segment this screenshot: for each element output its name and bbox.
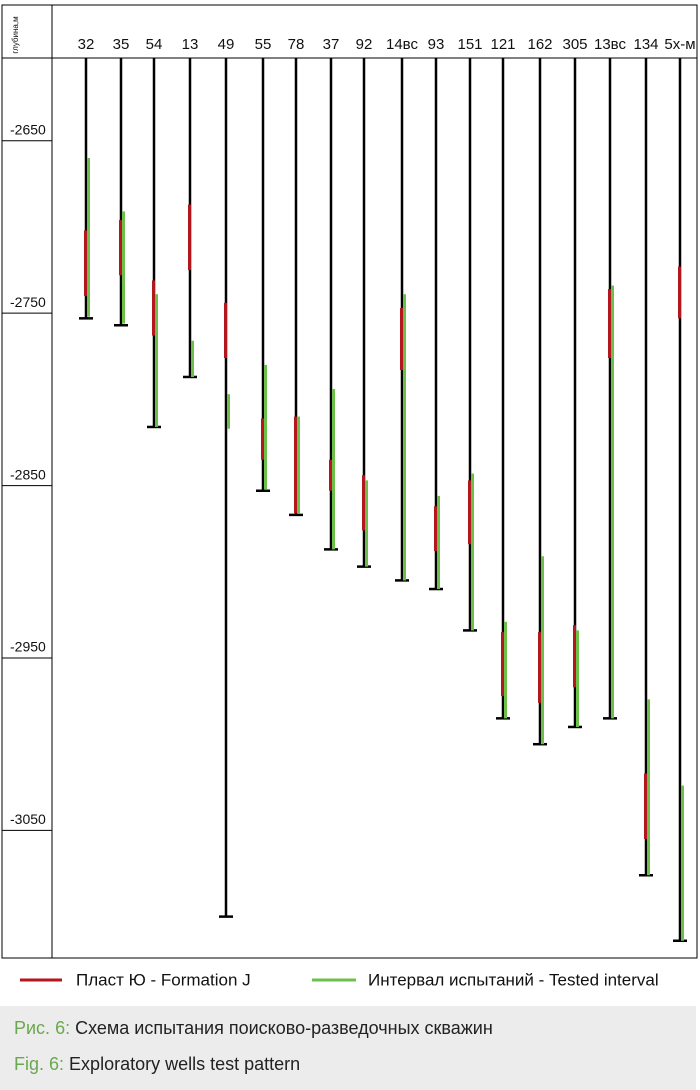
caption-line: Fig. 6: Exploratory wells test pattern (14, 1054, 300, 1075)
formation-interval (188, 204, 191, 271)
tested-interval (365, 480, 368, 567)
well-label: 134 (633, 36, 658, 53)
tested-interval (122, 211, 125, 324)
tested-interval (332, 389, 335, 550)
tested-interval (191, 340, 194, 377)
well-label: 13вс (594, 36, 626, 53)
well-label: 49 (218, 36, 235, 53)
well-label: 92 (356, 36, 373, 53)
formation-interval (294, 416, 297, 514)
well-label: 37 (323, 36, 340, 53)
formation-interval (224, 302, 227, 358)
formation-interval (608, 289, 611, 358)
tested-interval (471, 473, 474, 631)
well-label: 305 (562, 36, 587, 53)
well-label: 93 (428, 36, 445, 53)
tested-interval (264, 364, 267, 490)
formation-interval (329, 459, 332, 491)
tested-interval (576, 630, 579, 727)
well-label: 35 (113, 36, 130, 53)
well-label: 54 (146, 36, 163, 53)
formation-interval (119, 220, 122, 276)
tested-interval (297, 416, 300, 514)
tested-interval (647, 699, 650, 876)
formation-interval (573, 625, 576, 688)
formation-interval (84, 230, 87, 296)
tested-interval (681, 785, 684, 941)
formation-interval (678, 266, 681, 319)
y-tick-label: -2650 (10, 121, 46, 137)
tested-interval (227, 394, 230, 429)
well-label: 32 (78, 36, 95, 53)
tested-interval (403, 294, 406, 581)
well-label: 13 (182, 36, 199, 53)
tested-interval (541, 556, 544, 745)
well-label: 162 (527, 36, 552, 53)
y-tick-label: -2850 (10, 466, 46, 482)
legend-label: Пласт Ю - Formation J (76, 970, 251, 989)
chart: глубина,м -2650 -2750 -2850 -2950 -3050 32 35 5… (1, 4, 698, 989)
formation-interval (152, 280, 155, 336)
caption-label: Рис. 6: (14, 1018, 71, 1038)
well-label: 5х-м (664, 36, 695, 53)
caption-line: Рис. 6: Схема испытания поисково-разведо… (14, 1018, 493, 1039)
caption-text: Схема испытания поисково-разведочных скв… (75, 1018, 493, 1038)
well-label: 151 (457, 36, 482, 53)
formation-interval (468, 480, 471, 545)
caption-text: Exploratory wells test pattern (69, 1054, 301, 1074)
formation-interval (501, 632, 504, 696)
y-tick-label: -2950 (10, 639, 46, 655)
formation-interval (644, 773, 647, 840)
formation-interval (261, 418, 264, 460)
caption-label: Fig. 6: (14, 1054, 65, 1074)
tested-interval (87, 158, 90, 317)
tested-interval (504, 621, 507, 719)
well-label: 55 (255, 36, 272, 53)
frame (1, 4, 698, 959)
caption: Рис. 6: Схема испытания поисково-разведо… (0, 1006, 696, 1090)
y-tick-label: -2750 (10, 294, 46, 310)
legend-label: Интервал испытаний - Tested interval (368, 970, 659, 989)
well-label: 121 (490, 36, 515, 53)
y-axis-label: глубина,м (11, 16, 20, 53)
y-tick-label: -3050 (10, 811, 46, 827)
tested-interval (437, 495, 440, 590)
formation-interval (400, 308, 403, 371)
tested-interval (611, 285, 614, 719)
well-label: 14вс (386, 36, 418, 53)
formation-interval (362, 475, 365, 531)
formation-interval (538, 632, 541, 703)
formation-interval (434, 506, 437, 552)
tested-interval (155, 294, 158, 427)
well-label: 78 (288, 36, 305, 53)
